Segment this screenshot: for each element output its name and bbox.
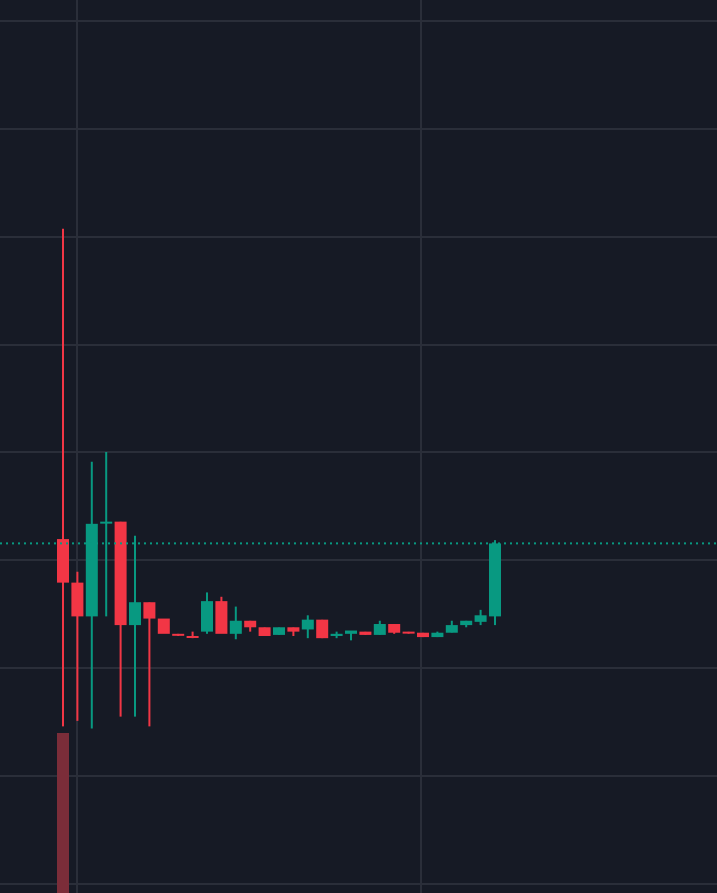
candle-body	[258, 627, 271, 636]
candle-body	[359, 631, 372, 635]
candle-10[interactable]	[201, 592, 213, 634]
candle-29[interactable]	[474, 609, 487, 626]
candle-body	[172, 633, 185, 636]
candle-5[interactable]	[129, 535, 141, 717]
candle-8[interactable]	[172, 633, 185, 636]
candle-11[interactable]	[215, 596, 228, 634]
candle-body	[100, 521, 113, 524]
candle-13[interactable]	[244, 620, 257, 632]
candle-19[interactable]	[330, 631, 343, 639]
volume-bar-0	[57, 733, 69, 893]
candle-body	[460, 620, 473, 626]
candle-12[interactable]	[229, 606, 242, 640]
candle-23[interactable]	[388, 624, 401, 634]
candle-body	[445, 625, 458, 633]
candle-30[interactable]	[489, 540, 501, 626]
candle-25[interactable]	[417, 632, 429, 638]
candle-17[interactable]	[301, 615, 314, 639]
candle-body	[229, 620, 242, 634]
candle-26[interactable]	[431, 631, 444, 638]
candle-1[interactable]	[71, 571, 84, 721]
volume-bars	[57, 733, 69, 893]
candle-2[interactable]	[85, 461, 98, 729]
candle-27[interactable]	[445, 620, 458, 633]
candles[interactable]	[57, 228, 501, 729]
candle-body	[373, 624, 386, 635]
candle-21[interactable]	[359, 631, 372, 635]
candle-body	[157, 618, 170, 634]
candle-body	[57, 539, 69, 583]
candle-18[interactable]	[316, 619, 329, 639]
candle-body	[215, 601, 228, 634]
candle-body	[345, 630, 357, 634]
candle-body	[143, 602, 156, 619]
candle-7[interactable]	[157, 618, 170, 634]
candle-28[interactable]	[460, 620, 473, 628]
candle-body	[474, 615, 487, 622]
candle-body	[402, 631, 415, 634]
candle-14[interactable]	[258, 627, 271, 636]
candle-9[interactable]	[186, 631, 199, 639]
candle-body	[201, 601, 213, 632]
candle-3[interactable]	[100, 451, 113, 617]
candle-body	[388, 624, 401, 633]
candle-22[interactable]	[373, 620, 386, 635]
candle-body	[186, 635, 199, 638]
candle-body	[330, 633, 343, 636]
candle-body	[431, 632, 444, 638]
candle-0[interactable]	[57, 228, 69, 727]
candle-body	[489, 543, 501, 617]
candle-body	[114, 521, 127, 626]
candle-20[interactable]	[345, 630, 357, 641]
candle-16[interactable]	[287, 627, 300, 636]
candle-body	[129, 602, 141, 626]
candle-body	[273, 627, 285, 635]
candle-body	[244, 620, 257, 628]
candle-body	[301, 619, 314, 630]
candle-4[interactable]	[114, 521, 127, 717]
candle-body	[287, 627, 300, 632]
candle-body	[417, 632, 429, 638]
candle-15[interactable]	[273, 627, 285, 635]
candle-24[interactable]	[402, 631, 415, 634]
candle-body	[71, 582, 84, 617]
candle-6[interactable]	[143, 602, 156, 727]
candle-body	[316, 619, 329, 639]
candle-body	[85, 523, 98, 617]
